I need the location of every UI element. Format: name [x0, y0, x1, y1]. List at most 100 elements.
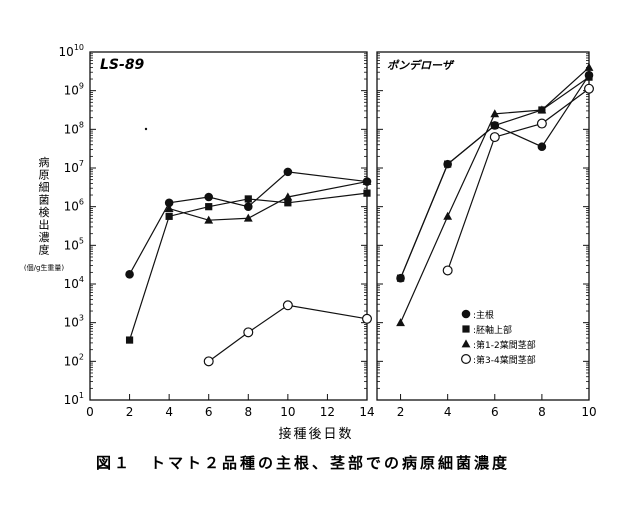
data-point [490, 109, 500, 118]
y-label-char: 度 [39, 243, 50, 257]
series-line [400, 67, 590, 323]
data-point [283, 192, 293, 201]
data-point [443, 211, 453, 220]
data-point [204, 192, 214, 202]
y-label-char: 病 [39, 155, 50, 169]
data-point [362, 313, 373, 324]
data-point [243, 213, 253, 222]
data-point [282, 300, 293, 311]
y-tick-exponent: 6 [79, 198, 84, 207]
legend-marker [461, 339, 471, 348]
y-label-char: 菌 [39, 194, 50, 207]
y-tick-label: 102 [64, 352, 84, 368]
data-point [363, 189, 371, 197]
plot-frame [376, 51, 590, 401]
y-tick-label: 109 [64, 82, 84, 98]
series-line [400, 76, 590, 279]
data-point [203, 356, 214, 367]
data-point [243, 327, 254, 338]
data-point [205, 203, 213, 211]
plot-frame [89, 51, 368, 401]
y-tick-label: 1010 [59, 43, 84, 59]
data-point [444, 160, 452, 168]
x-tick-label: 0 [86, 405, 94, 419]
legend-label: :主根 [473, 309, 494, 321]
y-tick-exponent: 2 [79, 352, 84, 361]
legend: :主根 :胚軸上部 :第1-2葉間茎部 :第3-4葉間茎部 [461, 309, 536, 366]
y-tick-exponent: 10 [74, 43, 84, 52]
series-line [129, 171, 368, 275]
data-point [283, 167, 293, 177]
y-label-char: 検 [39, 205, 50, 219]
data-point [396, 318, 405, 327]
x-tick-label: 8 [538, 405, 546, 419]
x-tick-label: 10 [581, 405, 596, 419]
x-axis-label: 接種後日数 [278, 426, 353, 442]
panel-title: LS-89 [100, 57, 145, 73]
legend-label: :第3-4葉間茎部 [473, 354, 536, 366]
legend-label: :第1-2葉間茎部 [473, 339, 536, 351]
y-tick-label: 108 [64, 120, 84, 136]
y-tick-exponent: 8 [79, 120, 84, 129]
x-tick-label: 14 [359, 405, 374, 419]
legend-label: :胚軸上部 [473, 324, 512, 336]
y-tick-label: 101 [64, 391, 84, 407]
legend-marker [461, 309, 471, 319]
y-label-char: 出 [39, 218, 50, 232]
y-tick-label: 106 [64, 198, 84, 214]
data-point [243, 202, 253, 211]
data-point [362, 176, 372, 185]
y-tick-exponent: 5 [79, 236, 84, 245]
data-point [536, 118, 547, 129]
y-tick-exponent: 7 [79, 159, 84, 168]
data-point [165, 212, 173, 220]
data-point [583, 83, 594, 94]
data-point [537, 142, 547, 152]
y-tick-label: 105 [64, 236, 84, 252]
x-tick-label: 4 [165, 405, 173, 419]
x-tick-label: 10 [280, 405, 295, 419]
data-point [489, 132, 500, 143]
panel-ponderosa: 2 4 6 8 10 ポンデローザ [376, 51, 597, 419]
data-point [164, 204, 174, 212]
data-point [491, 121, 499, 130]
x-tick-label: 2 [126, 405, 134, 419]
legend-marker [462, 325, 470, 333]
data-point [204, 215, 214, 224]
panel-title: ポンデローザ [387, 59, 455, 72]
y-tick-exponent: 3 [79, 314, 84, 323]
data-point [125, 270, 134, 279]
x-tick-label: 12 [320, 405, 335, 419]
legend-marker [461, 354, 472, 365]
data-point [585, 73, 593, 81]
series-line [128, 192, 368, 341]
y-tick-exponent: 9 [79, 82, 84, 91]
y-label-char: 原 [39, 169, 50, 182]
data-point [244, 195, 252, 203]
y-tick-exponent: 1 [79, 391, 84, 400]
data-point [537, 105, 547, 114]
y-tick-label: 103 [64, 314, 84, 330]
data-point [442, 265, 453, 276]
data-point [584, 62, 594, 71]
data-point [396, 274, 405, 282]
x-tick-label: 6 [205, 405, 213, 419]
data-point [125, 336, 134, 344]
data-point [284, 199, 292, 207]
x-tick-label: 6 [491, 405, 499, 419]
x-tick-label: 2 [397, 405, 405, 419]
y-tick-label: 104 [64, 275, 84, 291]
x-tick-label: 4 [444, 405, 452, 419]
series-line [400, 74, 590, 279]
series-line [447, 88, 590, 271]
y-label-char: 細 [39, 181, 50, 194]
stray-mark [144, 127, 148, 131]
y-tick-label: 107 [64, 159, 84, 175]
y-label-char: 濃 [39, 230, 50, 244]
series-line [208, 304, 368, 362]
y-tick-exponent: 4 [79, 275, 84, 284]
figure-caption: 図１ トマト２品種の主根、茎部での病原細菌濃度 [96, 454, 511, 472]
